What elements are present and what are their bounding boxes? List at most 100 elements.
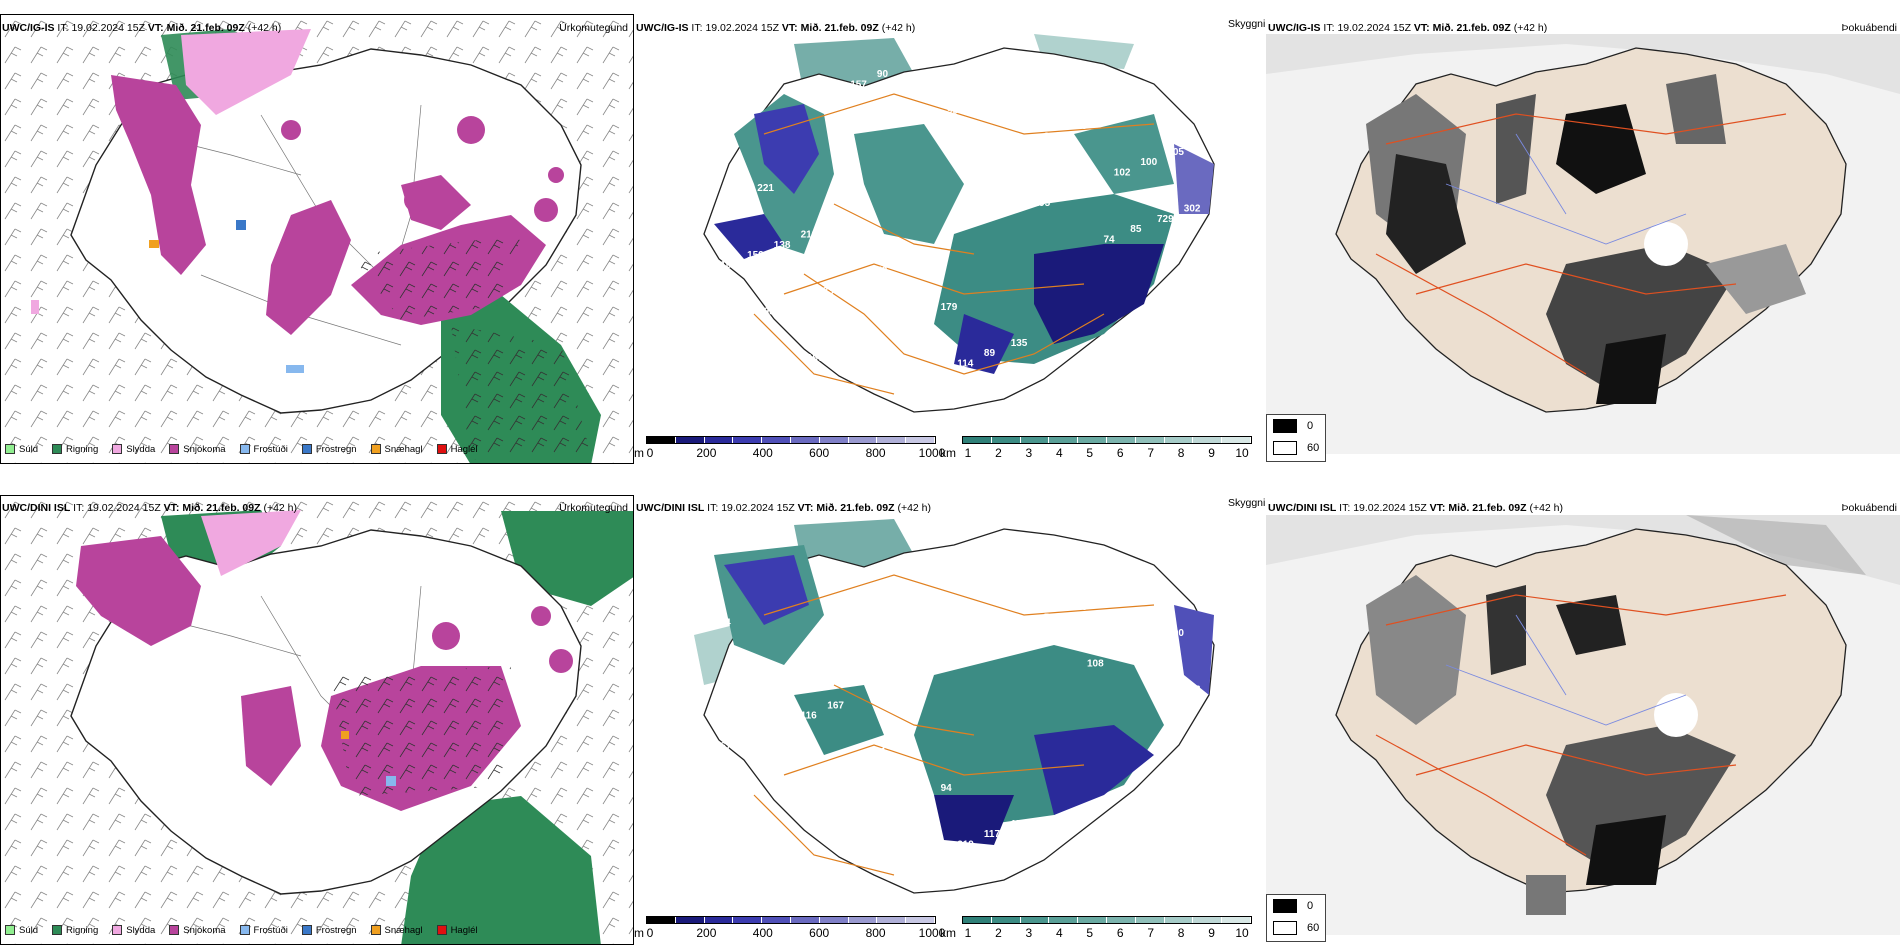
vis_bar-tick-label: 6 (1116, 446, 1124, 460)
visibility-height-label: 221 (757, 183, 774, 194)
visibility-height-label: 172 (774, 721, 791, 732)
visibility-height-label: 197 (807, 353, 824, 364)
visibility-height-label: 267 (930, 850, 947, 861)
visibility-height-label: 74 (904, 860, 916, 871)
height_bar-color-step (675, 917, 705, 923)
height-colorbar-strip (646, 916, 936, 924)
visibility-height-label: 108 (1071, 602, 1088, 613)
legend-item-slydda: Slydda (112, 444, 155, 455)
vt-label: VT: (781, 22, 798, 34)
fog-panel-top (1266, 14, 1900, 464)
visibility-height-label: 94 (941, 783, 953, 794)
visibility-height-label: 149 (1071, 121, 1088, 132)
visibility-height-label: 74 (1104, 234, 1116, 245)
lead-time: (+42 h) (881, 22, 916, 34)
vis_bar-color-step (1049, 437, 1079, 443)
visibility-height-label: 65 (1017, 623, 1029, 634)
visibility-height-label: 982 (817, 767, 834, 778)
vis_bar-color-step (1222, 437, 1251, 443)
vt-value: Mið. 21.feb. 09Z (182, 502, 261, 514)
visibility-height-label: 100 (1167, 628, 1184, 639)
visibility-height-label: 219 (801, 230, 818, 241)
vis_bar-color-step (1135, 437, 1165, 443)
visibility-unit: km (940, 446, 956, 460)
legend-label: Slydda (126, 924, 156, 936)
visibility-height-label: 106 (720, 260, 737, 271)
vis_bar-tick-label: 8 (1177, 926, 1185, 940)
visibility-height-label: 142 (714, 137, 731, 148)
height_bar-color-step (848, 437, 878, 443)
visibility-height-label: 117 (984, 829, 1001, 840)
visibility-height-label: 94 (990, 152, 1002, 163)
vis_bar-color-step (1078, 437, 1107, 443)
visibility-colorbar-strip (962, 436, 1252, 444)
height-colorbar-bottom: m 0 200 400 600 800 1000 (634, 916, 945, 944)
vis_bar-tick-label: 6 (1116, 926, 1124, 940)
visibility-height-label: 173 (871, 266, 888, 277)
vis_bar-tick-label: 1 (964, 446, 972, 460)
height_bar-color-step (848, 917, 878, 923)
visibility-height-label: 66 (1097, 111, 1109, 122)
visibility-map-top: 142 135 202 113 179 221 191 173 105 89 219 66 72 153 1… (703, 34, 1215, 413)
legend-label: Snjókoma (183, 443, 226, 455)
legend-swatch (169, 444, 180, 454)
visibility-height-label: 233 (817, 286, 834, 297)
visibility-height-label: 105 (1167, 147, 1184, 158)
model-name: UWC/IG-IS (1268, 22, 1321, 34)
vis_bar-color-step (1164, 917, 1194, 923)
legend-swatch (436, 444, 447, 454)
visibility-height-label: 179 (941, 302, 958, 313)
vt-value: Mið. 21.feb. 09Z (800, 22, 879, 34)
visibility-height-label: 89 (731, 674, 743, 685)
legend-item-snjókoma: Snjókoma (169, 925, 226, 936)
legend-swatch (239, 925, 250, 935)
fog-swatch-0 (1273, 419, 1297, 433)
visibility-height-label: 295 (1034, 198, 1051, 209)
visibility-height-label: 70 (1000, 566, 1012, 577)
visibility-height-label: 93 (764, 307, 776, 318)
fog-swatch-60 (1273, 921, 1297, 935)
height-colorbar-top: m 0 200 400 600 800 1000 (634, 436, 945, 464)
header-top-precip: UWC/IG-IS IT: 19.02.2024 15Z VT: Mið. 21… (2, 22, 281, 34)
fog-legend-label: 60 (1307, 442, 1320, 454)
vis_bar-color-step (963, 917, 992, 923)
precip-legend-bottom: Súld Rigning Slydda Snjókoma Frostúði Frostre… (5, 925, 492, 939)
height-colorbar-strip (646, 436, 936, 444)
vis_bar-color-step (1193, 917, 1223, 923)
vt-label: VT: (1429, 502, 1446, 514)
vt-value: Mið. 21.feb. 09Z (1432, 22, 1511, 34)
visibility-height-label: 219 (957, 840, 974, 851)
visibility-height-label: 96 (920, 116, 932, 127)
fog-legend-top: 0 60 (1266, 414, 1326, 462)
lead-time: (+42 h) (1513, 22, 1548, 34)
vis_bar-color-step (991, 437, 1021, 443)
visibility-height-label: 130 (1027, 75, 1044, 86)
visibility-height-label: 167 (827, 700, 844, 711)
visibility-title-bottom: Skyggni (1228, 497, 1266, 509)
visibility-height-label: 204 (714, 618, 731, 629)
visibility-height-label: 259 (737, 317, 754, 328)
vis_bar-color-step (1106, 917, 1136, 923)
height_bar-color-step (733, 917, 763, 923)
visibility-height-label: 95 (947, 105, 959, 116)
height_bar-color-step (819, 437, 849, 443)
vis_bar-color-step (1164, 437, 1194, 443)
legend-swatch (301, 925, 312, 935)
visibility-height-label: 230 (1000, 85, 1017, 96)
visibility-height-label: 964 (790, 296, 807, 307)
visibility-height-label: 84 (1017, 142, 1029, 153)
height_bar-color-step (819, 917, 849, 923)
vis_bar-color-step (991, 917, 1021, 923)
visibility-height-label: 99 (1174, 271, 1186, 282)
height_bar-color-step (906, 437, 935, 443)
visibility-height-label: 114 (1141, 638, 1158, 649)
legend-item-haglél: Haglél (436, 925, 478, 936)
visibility-colorbar-bottom: km 1 2 3 4 5 6 7 8 9 10 (940, 916, 1266, 944)
vis_bar-tick-label: 10 (1235, 926, 1249, 940)
vis_bar-color-step (1193, 437, 1223, 443)
visibility-colorbar-strip (962, 916, 1252, 924)
vt-value: Mið. 21.feb. 09Z (816, 502, 895, 514)
visibility-map-bottom: 204 174 167 182 94 227 229 111 100 117 116 95 50 89 29… (694, 519, 1215, 894)
height_bar-color-step (733, 437, 763, 443)
legend-item-frostúði: Frostúði (239, 444, 288, 455)
